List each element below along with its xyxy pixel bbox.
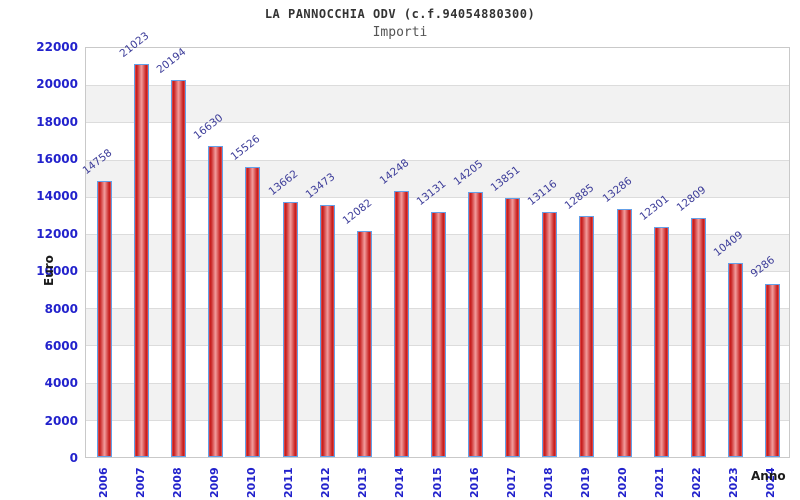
x-tick-label: 2007 bbox=[133, 467, 147, 498]
y-tick-label: 2000 bbox=[44, 413, 78, 428]
y-tick-label: 18000 bbox=[36, 114, 78, 129]
bar-2008 bbox=[171, 79, 187, 457]
chart-subtitle: Importi bbox=[372, 25, 428, 40]
x-tick-label: 2021 bbox=[653, 467, 667, 498]
bar-2015 bbox=[431, 211, 446, 457]
x-tick-label: 2006 bbox=[96, 467, 110, 498]
x-tick-label: 2013 bbox=[356, 467, 370, 498]
bar-2007 bbox=[134, 64, 150, 457]
bar-2009 bbox=[208, 146, 224, 457]
bar-2022 bbox=[690, 217, 706, 457]
x-tick-label: 2014 bbox=[393, 467, 407, 498]
bar-2019 bbox=[579, 216, 595, 457]
y-tick-label: 10000 bbox=[36, 264, 78, 279]
bar-2010 bbox=[245, 166, 261, 457]
bar-2011 bbox=[282, 201, 298, 457]
plot-band bbox=[86, 122, 789, 160]
y-axis-label: Euro bbox=[42, 255, 56, 286]
x-axis-label: Anno bbox=[751, 469, 786, 483]
y-tick-label: 22000 bbox=[36, 40, 78, 54]
plot-band bbox=[86, 85, 789, 123]
bar-2017 bbox=[505, 198, 521, 457]
bar-2023 bbox=[727, 262, 743, 457]
bar-2016 bbox=[468, 191, 484, 457]
bar-2020 bbox=[616, 208, 632, 457]
chart-title: LA PANNOCCHIA ODV (c.f.94054880300) bbox=[264, 7, 536, 21]
x-tick-label: 2012 bbox=[319, 467, 333, 498]
bar-2013 bbox=[356, 231, 372, 457]
y-tick-label: 20000 bbox=[36, 77, 78, 92]
y-tick-label: 0 bbox=[69, 451, 78, 465]
x-tick-label: 2011 bbox=[282, 467, 296, 498]
x-tick-label: 2022 bbox=[690, 467, 704, 498]
bar-2021 bbox=[653, 227, 669, 457]
bar-2012 bbox=[319, 205, 335, 457]
x-tick-label: 2010 bbox=[244, 467, 258, 498]
x-tick-label: 2009 bbox=[207, 467, 221, 498]
bar-2006 bbox=[97, 181, 113, 457]
x-tick-label: 2017 bbox=[504, 467, 518, 498]
plot-area: 14758 21023 20194 16630 15526 13662 13473 12082… bbox=[81, 30, 790, 458]
x-tick-label: 2016 bbox=[467, 467, 481, 498]
x-tick-label: 2023 bbox=[727, 467, 741, 498]
x-tick-label: 2015 bbox=[430, 467, 444, 498]
y-tick-label: 16000 bbox=[36, 152, 78, 167]
plot-band bbox=[86, 159, 789, 197]
y-tick-label: 14000 bbox=[36, 189, 78, 204]
x-tick-label: 2008 bbox=[170, 467, 184, 498]
y-tick-label: 12000 bbox=[36, 226, 78, 241]
y-tick-label: 8000 bbox=[44, 301, 78, 316]
plot-band bbox=[86, 48, 789, 86]
y-tick-label: 6000 bbox=[44, 338, 78, 353]
bar-2014 bbox=[393, 190, 409, 457]
x-tick-label: 2020 bbox=[616, 467, 630, 498]
y-tick-label: 4000 bbox=[44, 376, 78, 391]
x-tick-label: 2018 bbox=[541, 467, 555, 498]
x-tick-label: 2019 bbox=[578, 467, 592, 498]
bar-2024 bbox=[764, 283, 780, 457]
bar-2018 bbox=[542, 211, 558, 457]
